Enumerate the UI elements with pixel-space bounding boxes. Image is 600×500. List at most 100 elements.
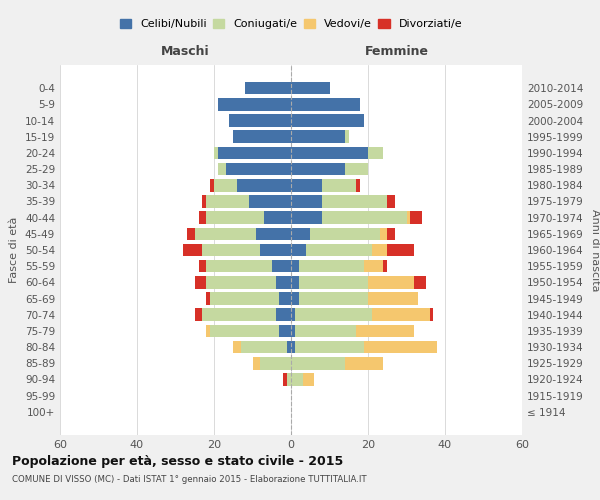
Bar [356,179,360,192]
Bar [260,357,291,370]
Bar [299,292,368,305]
Bar [202,308,275,321]
Bar [210,292,280,305]
Bar [218,98,291,110]
Bar [195,228,256,240]
Bar [218,146,291,159]
Bar [345,357,383,370]
Bar [280,324,291,337]
Bar [187,228,195,240]
Bar [195,308,202,321]
Bar [206,292,210,305]
Bar [430,308,433,321]
Bar [291,130,345,143]
Bar [291,212,322,224]
Bar [206,260,272,272]
Bar [245,82,291,94]
Bar [299,276,368,288]
Bar [368,146,383,159]
Bar [226,163,291,175]
Bar [291,260,299,272]
Bar [291,341,295,353]
Bar [291,308,295,321]
Bar [414,276,426,288]
Bar [387,244,414,256]
Bar [291,292,299,305]
Bar [287,373,291,386]
Bar [210,179,214,192]
Bar [291,276,299,288]
Bar [248,195,291,208]
Bar [206,324,210,337]
Text: Femmine: Femmine [365,44,429,58]
Bar [372,244,387,256]
Bar [380,228,387,240]
Bar [295,324,356,337]
Bar [387,195,395,208]
Bar [237,179,291,192]
Text: COMUNE DI VISSO (MC) - Dati ISTAT 1° gennaio 2015 - Elaborazione TUTTITALIA.IT: COMUNE DI VISSO (MC) - Dati ISTAT 1° gen… [12,475,367,484]
Legend: Celibi/Nubili, Coniugati/e, Vedovi/e, Divorziati/e: Celibi/Nubili, Coniugati/e, Vedovi/e, Di… [120,19,462,29]
Bar [280,292,291,305]
Bar [283,373,287,386]
Bar [345,130,349,143]
Bar [310,228,380,240]
Bar [195,276,206,288]
Bar [307,244,372,256]
Bar [345,163,368,175]
Bar [233,341,241,353]
Bar [272,260,291,272]
Bar [275,308,291,321]
Bar [264,212,291,224]
Bar [287,341,291,353]
Bar [260,244,291,256]
Bar [302,373,314,386]
Bar [387,228,395,240]
Bar [291,357,345,370]
Bar [410,212,422,224]
Bar [368,276,414,288]
Bar [383,260,387,272]
Bar [291,244,307,256]
Bar [295,341,364,353]
Bar [322,212,407,224]
Bar [291,324,295,337]
Bar [295,308,372,321]
Bar [364,260,383,272]
Bar [233,130,291,143]
Text: Popolazione per età, sesso e stato civile - 2015: Popolazione per età, sesso e stato civil… [12,455,343,468]
Bar [199,260,206,272]
Bar [183,244,202,256]
Bar [206,276,275,288]
Bar [291,163,345,175]
Bar [202,195,206,208]
Bar [407,212,410,224]
Bar [214,179,237,192]
Bar [291,373,302,386]
Bar [322,179,356,192]
Bar [256,228,291,240]
Bar [218,163,226,175]
Text: Maschi: Maschi [160,44,209,58]
Bar [291,98,360,110]
Y-axis label: Anni di nascita: Anni di nascita [590,209,600,291]
Bar [299,260,364,272]
Bar [368,292,418,305]
Bar [229,114,291,127]
Bar [291,179,322,192]
Bar [206,195,248,208]
Bar [372,308,430,321]
Bar [291,228,310,240]
Bar [356,324,414,337]
Bar [291,82,329,94]
Bar [253,357,260,370]
Bar [210,324,280,337]
Bar [364,341,437,353]
Bar [202,244,260,256]
Y-axis label: Fasce di età: Fasce di età [10,217,19,283]
Bar [241,341,287,353]
Bar [199,212,206,224]
Bar [206,212,264,224]
Bar [291,146,368,159]
Bar [291,195,322,208]
